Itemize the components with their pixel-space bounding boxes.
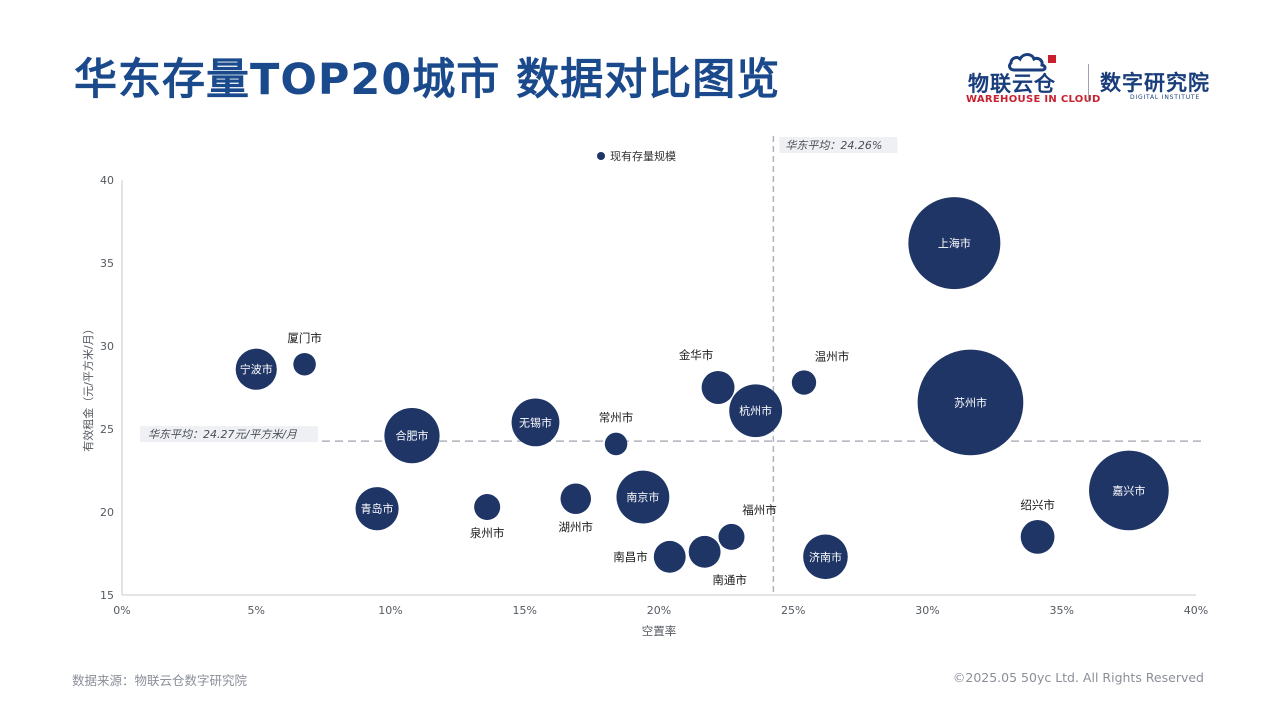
bubble-label: 济南市 [809, 550, 842, 564]
bubble-point [803, 534, 848, 580]
bubble-label: 无锡市 [519, 415, 552, 429]
bubble-point [616, 470, 670, 524]
bubble-point [653, 540, 686, 573]
bubble-label: 泉州市 [470, 526, 505, 540]
bubble-point [1020, 519, 1055, 554]
chart-axes: 0% 5% 10% 15% 20% 25% 30% 35% 40% 15 20 25 30 35 40 空置率… [81, 174, 1208, 638]
bubble-point [355, 487, 399, 531]
y-tick-label: 20 [100, 506, 114, 519]
page-title: 华东存量TOP20城市 数据对比图览 [74, 55, 781, 105]
x-tick-label: 5% [248, 604, 265, 617]
bubble-label: 合肥市 [395, 429, 428, 443]
bubble-point [235, 348, 277, 390]
bubble-label: 福州市 [742, 503, 777, 517]
bubble-point [701, 371, 735, 404]
logo-divider [1088, 64, 1089, 102]
y-tick-label: 25 [100, 423, 114, 436]
bubble-point [560, 483, 592, 514]
bubble-label: 青岛市 [361, 502, 394, 516]
x-tick-label: 20% [647, 604, 671, 617]
bubble-label: 苏州市 [954, 395, 987, 409]
bubble-point [688, 535, 721, 568]
data-source-note: 数据来源：物联云仓数字研究院 [72, 673, 248, 688]
x-tick-label: 15% [513, 604, 537, 617]
chart-legend: 现有存量规模 [597, 149, 676, 163]
bubble-label: 杭州市 [739, 404, 772, 418]
bubble-label: 金华市 [679, 348, 714, 362]
x-tick-label: 0% [113, 604, 130, 617]
reference-lines: 华东平均：24.26% 华东平均：24.27元/平方米/月 [140, 136, 1204, 595]
y-axis-title: 有效租金（元/平方米/月） [81, 323, 95, 451]
bubble-chart: 0% 5% 10% 15% 20% 25% 30% 35% 40% 15 20 25 30 35 40 空置率… [81, 136, 1208, 638]
bubble-point [718, 523, 745, 550]
bubble-label: 常州市 [599, 411, 634, 425]
x-tick-label: 25% [781, 604, 805, 617]
bubble-label: 绍兴市 [1020, 498, 1055, 512]
y-tick-label: 30 [100, 340, 114, 353]
bubble-point [293, 352, 316, 376]
y-tick-label: 15 [100, 589, 114, 602]
bubble-point [1089, 450, 1169, 531]
legend-marker [597, 152, 605, 160]
bubble-point [511, 398, 560, 447]
bubble-label: 南昌市 [613, 550, 648, 564]
bubble-point [604, 432, 628, 456]
vacancy-average-label: 华东平均：24.26% [785, 139, 882, 152]
cloud-logo-icon [1008, 53, 1056, 72]
bubble-point [384, 408, 440, 464]
bubble-point [791, 370, 817, 395]
bubble-point [474, 494, 501, 521]
bubble-label: 南通市 [712, 573, 747, 587]
brand-logo-cn: 物联云仓 [968, 72, 1056, 96]
bubble-label: 南京市 [626, 490, 659, 504]
x-tick-label: 10% [378, 604, 402, 617]
bubble-label: 温州市 [815, 349, 850, 363]
bubble-label: 宁波市 [240, 362, 273, 376]
bubble-point [908, 197, 1001, 290]
y-tick-label: 35 [100, 257, 114, 270]
x-axis-title: 空置率 [642, 624, 677, 638]
header-logos: 物联云仓 WAREHOUSE IN CLOUD 数字研究院 DIGITAL IN… [962, 46, 1222, 110]
bubble-point [729, 384, 783, 438]
y-tick-label: 40 [100, 174, 114, 187]
rent-average-label: 华东平均：24.27元/平方米/月 [148, 428, 298, 441]
x-tick-label: 30% [915, 604, 939, 617]
x-tick-label: 35% [1050, 604, 1074, 617]
legend-label: 现有存量规模 [610, 149, 676, 163]
bubble-label: 湖州市 [559, 520, 594, 534]
copyright-note: ©2025.05 50yc Ltd. All Rights Reserved [952, 670, 1204, 685]
brand-logo-en: WAREHOUSE IN CLOUD [966, 94, 1101, 105]
rent-average-label-bg [140, 426, 318, 443]
bubble-label: 嘉兴市 [1112, 483, 1145, 497]
bubble-label: 厦门市 [287, 331, 322, 345]
vacancy-average-label-bg [779, 137, 898, 153]
x-tick-label: 40% [1184, 604, 1208, 617]
bubble-point [917, 349, 1024, 456]
institute-logo-en: DIGITAL INSTITUTE [1130, 94, 1200, 101]
institute-logo-cn: 数字研究院 [1100, 71, 1210, 95]
bubble-label: 上海市 [938, 236, 971, 250]
